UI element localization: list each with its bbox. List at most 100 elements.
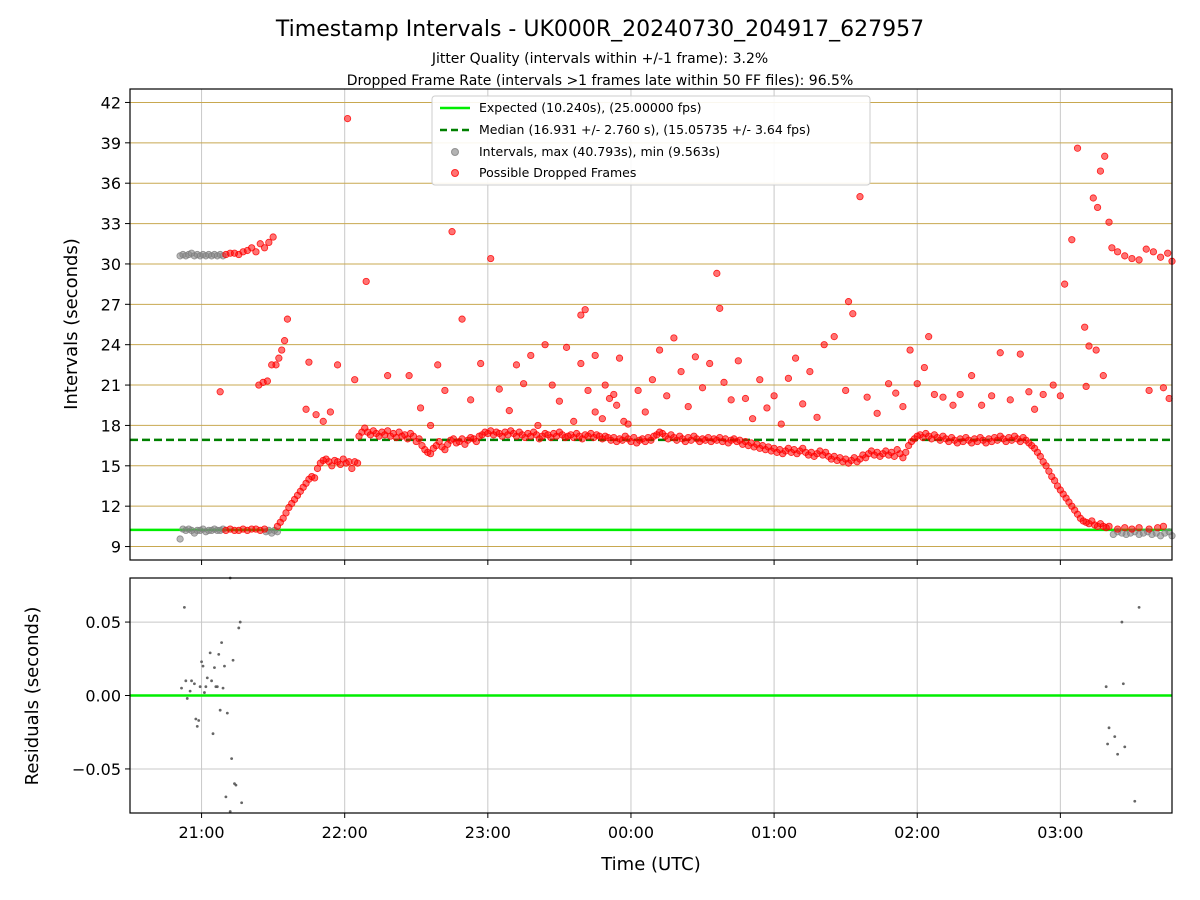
legend-median-label: Median (16.931 +/- 2.760 s), (15.05735 +…: [479, 122, 810, 137]
dropped-frame-point: [920, 363, 928, 372]
dropped-frame-point: [487, 254, 495, 263]
dropped-frame-point: [548, 381, 556, 389]
residual-point: [1137, 605, 1141, 609]
dropped-frame-point: [716, 304, 724, 312]
dropped-frame-point: [1085, 342, 1093, 350]
dropped-frame-point: [968, 372, 976, 380]
dropped-frame-point: [799, 400, 807, 408]
residual-point: [204, 685, 208, 689]
dropped-frame-point: [252, 248, 260, 256]
dropped-frame-point: [1142, 245, 1150, 253]
dropped-frame-point: [655, 346, 664, 354]
dropped-frame-point: [856, 193, 864, 201]
dropped-frame-point: [581, 306, 589, 314]
dropped-frame-point: [280, 337, 289, 345]
residual-point: [1107, 726, 1111, 730]
dropped-frame-point: [777, 420, 785, 428]
residual-point: [197, 719, 201, 722]
dropped-frame-point: [1099, 372, 1107, 380]
residual-point: [193, 682, 196, 686]
dropped-frame-point: [1061, 280, 1069, 288]
legend-intervals-label: Intervals, max (40.793s), min (9.563s): [479, 144, 720, 159]
dropped-frame-point: [727, 396, 735, 404]
dropped-frame-point: [1128, 525, 1136, 533]
dropped-frame-point: [1156, 253, 1165, 261]
dropped-frame-point: [248, 244, 256, 252]
dropped-frame-point: [624, 420, 632, 428]
dropped-frame-point: [1128, 254, 1136, 263]
residual-point: [210, 679, 213, 683]
dropped-frame-point: [813, 413, 821, 421]
residuals-y-axis-label: Residuals (seconds): [22, 607, 43, 786]
dropped-frame-point: [791, 354, 800, 362]
dropped-frame-point: [820, 341, 828, 349]
dropped-frame-point: [698, 384, 707, 392]
legend: Expected (10.240s), (25.00000 fps) Media…: [431, 95, 871, 186]
y-tick-label: 24: [101, 336, 121, 355]
dropped-frame-point: [256, 240, 264, 248]
dropped-frame-point: [333, 361, 342, 369]
dropped-frame-point: [956, 390, 964, 399]
dropped-frame-point: [577, 311, 585, 319]
dropped-frame-point: [269, 233, 277, 241]
residual-point: [1120, 620, 1124, 624]
dropped-frame-point: [1101, 152, 1109, 160]
dropped-frame-point: [741, 394, 750, 403]
dropped-frame-point: [512, 361, 521, 369]
dropped-frame-point: [677, 367, 685, 376]
dropped-frame-point: [1093, 203, 1102, 212]
residual-point: [185, 697, 189, 700]
residual-point: [1121, 682, 1125, 686]
x-tick-label: 02:00: [894, 823, 940, 842]
dropped-frame-point: [1068, 236, 1076, 244]
y-tick-label: 0.05: [85, 613, 121, 632]
dropped-frame-point: [458, 315, 466, 323]
dropped-frame-point: [1006, 396, 1014, 404]
dropped-frame-point: [1159, 522, 1168, 530]
dropped-frame-point: [305, 358, 313, 366]
x-tick-label: 00:00: [608, 823, 654, 842]
dropped-frame-point: [842, 386, 850, 395]
dropped-frame-point: [1016, 350, 1024, 358]
dropped-frame-point: [613, 401, 621, 409]
dropped-frame-point: [641, 408, 649, 416]
dropped-frame-point: [477, 359, 485, 368]
dropped-frame-point: [899, 402, 907, 411]
dropped-frame-point: [720, 378, 728, 386]
intervals-y-ticks: 9 12 15 18 21 24 27 30 33 36 39 42: [101, 93, 130, 557]
dropped-frame-point: [584, 386, 592, 395]
residual-point: [213, 666, 216, 669]
dropped-frame-point: [562, 343, 571, 351]
residual-point: [231, 658, 235, 662]
dropped-frame-point: [1025, 388, 1033, 396]
dropped-frame-point: [988, 392, 996, 400]
residual-point: [224, 795, 228, 799]
dropped-frame-point: [1081, 323, 1089, 331]
dropped-frame-point: [1039, 390, 1047, 399]
dropped-frame-point: [441, 386, 449, 395]
dropped-frame-point: [648, 376, 657, 384]
dropped-frame-point: [265, 238, 273, 247]
dropped-frame-point: [615, 354, 624, 362]
residual-point: [182, 605, 186, 609]
dropped-frame-point: [1082, 382, 1090, 391]
x-tick-label: 21:00: [179, 823, 225, 842]
y-tick-label: 15: [101, 457, 121, 476]
x-axis-label: Time (UTC): [600, 854, 701, 875]
dropped-frame-point: [902, 448, 910, 456]
dropped-frame-point: [930, 390, 939, 399]
legend-expected-label: Expected (10.240s), (25.00000 fps): [479, 100, 701, 115]
residual-point: [195, 724, 199, 728]
dropped-frame-point: [610, 390, 618, 399]
dropped-frame-point: [283, 315, 292, 323]
dropped-frame-point: [555, 397, 563, 405]
residual-point: [221, 686, 225, 690]
dropped-frame-point: [1108, 244, 1116, 252]
residuals-y-ticks: −0.05 0.00 0.05: [72, 613, 130, 779]
dropped-frame-point: [263, 377, 272, 385]
dropped-frame-point: [319, 417, 327, 425]
residual-point: [238, 620, 242, 624]
dropped-frame-point: [784, 374, 793, 382]
residual-point: [211, 732, 215, 736]
dropped-frame-point: [706, 359, 714, 368]
